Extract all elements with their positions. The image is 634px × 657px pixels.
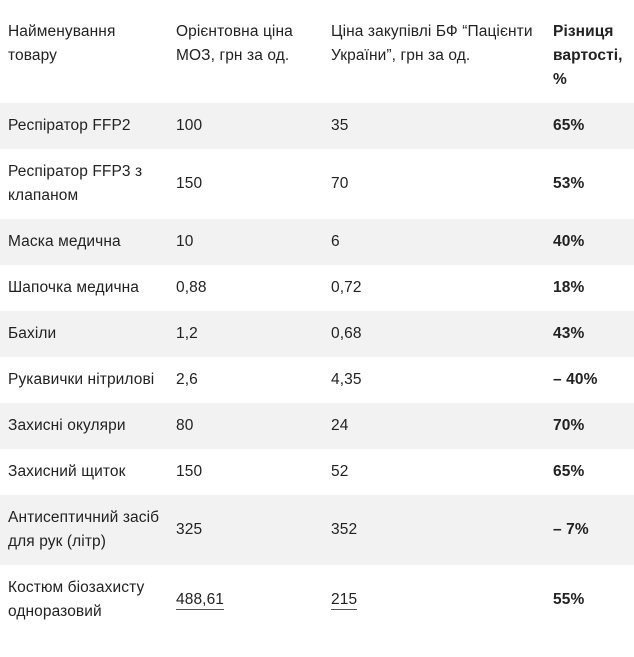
- cell-difference: – 40%: [553, 371, 598, 388]
- cell-moz-price: 2,6: [176, 371, 198, 388]
- cell-bf-price: 0,72: [331, 279, 362, 296]
- cell-product-name: Костюм біозахисту одноразовий: [8, 579, 145, 620]
- cell-difference: 70%: [545, 403, 634, 449]
- table-row: Захисний щиток 150 52 65%: [0, 449, 634, 495]
- cell-moz-price: 80: [168, 403, 323, 449]
- table-row: Бахіли 1,2 0,68 43%: [0, 311, 634, 357]
- price-comparison-table: Найменування товару Орієнтовна ціна МОЗ,…: [0, 9, 634, 635]
- table-row: Антисептичний засіб для рук (літр) 325 3…: [0, 495, 634, 565]
- header-difference: Різниця вартості, %: [553, 23, 623, 88]
- cell-product-name: Респіратор FFP3 з клапаном: [8, 163, 143, 204]
- cell-product-name: Бахіли: [0, 311, 168, 357]
- table-row: Шапочка медична 0,88 0,72 18%: [0, 265, 634, 311]
- cell-product-name: Антисептичний засіб для рук (літр): [0, 495, 168, 565]
- cell-product-name: Рукавички нітрилові: [8, 371, 155, 388]
- cell-bf-price: 52: [331, 463, 349, 480]
- header-moz-price: Орієнтовна ціна МОЗ, грн за од.: [176, 23, 293, 64]
- cell-product-name: Шапочка медична: [8, 279, 140, 296]
- cell-moz-price: 100: [168, 103, 323, 149]
- cell-difference: 65%: [545, 103, 634, 149]
- table-row: Захисні окуляри 80 24 70%: [0, 403, 634, 449]
- moz-price-link[interactable]: 488,61: [176, 591, 225, 610]
- cell-product-name: Захисні окуляри: [0, 403, 168, 449]
- cell-bf-price: 215: [323, 565, 545, 635]
- cell-difference: 40%: [545, 219, 634, 265]
- cell-moz-price: 325: [168, 495, 323, 565]
- cell-difference: 55%: [553, 591, 585, 608]
- header-bf-price: Ціна закупівлі БФ “Пацієнти України”, гр…: [331, 23, 533, 64]
- table-row: Респіратор FFP2 100 35 65%: [0, 103, 634, 149]
- table-header-row: Найменування товару Орієнтовна ціна МОЗ,…: [0, 9, 634, 103]
- cell-bf-price: 0,68: [323, 311, 545, 357]
- table-row: Маска медична 10 6 40%: [0, 219, 634, 265]
- cell-bf-price: 35: [323, 103, 545, 149]
- table-row: Рукавички нітрилові 2,6 4,35 – 40%: [0, 357, 634, 403]
- cell-product-name: Респіратор FFP2: [0, 103, 168, 149]
- bf-price-link[interactable]: 215: [331, 591, 358, 610]
- header-product-name: Найменування товару: [8, 23, 116, 64]
- table-row: Респіратор FFP3 з клапаном 150 70 53%: [0, 149, 634, 219]
- cell-bf-price: 4,35: [331, 371, 362, 388]
- cell-bf-price: 24: [323, 403, 545, 449]
- cell-bf-price: 352: [323, 495, 545, 565]
- cell-bf-price: 70: [331, 175, 349, 192]
- cell-difference: 65%: [553, 463, 585, 480]
- cell-product-name: Захисний щиток: [8, 463, 126, 480]
- cell-moz-price: 150: [176, 463, 203, 480]
- cell-difference: 53%: [553, 175, 585, 192]
- cell-difference: 43%: [545, 311, 634, 357]
- cell-moz-price: 1,2: [168, 311, 323, 357]
- cell-bf-price: 6: [323, 219, 545, 265]
- cell-moz-price: 488,61: [168, 565, 323, 635]
- cell-moz-price: 150: [176, 175, 203, 192]
- cell-difference: – 7%: [545, 495, 634, 565]
- cell-product-name: Маска медична: [0, 219, 168, 265]
- cell-difference: 18%: [553, 279, 585, 296]
- cell-moz-price: 0,88: [176, 279, 207, 296]
- table-row: Костюм біозахисту одноразовий 488,61 215…: [0, 565, 634, 635]
- cell-moz-price: 10: [168, 219, 323, 265]
